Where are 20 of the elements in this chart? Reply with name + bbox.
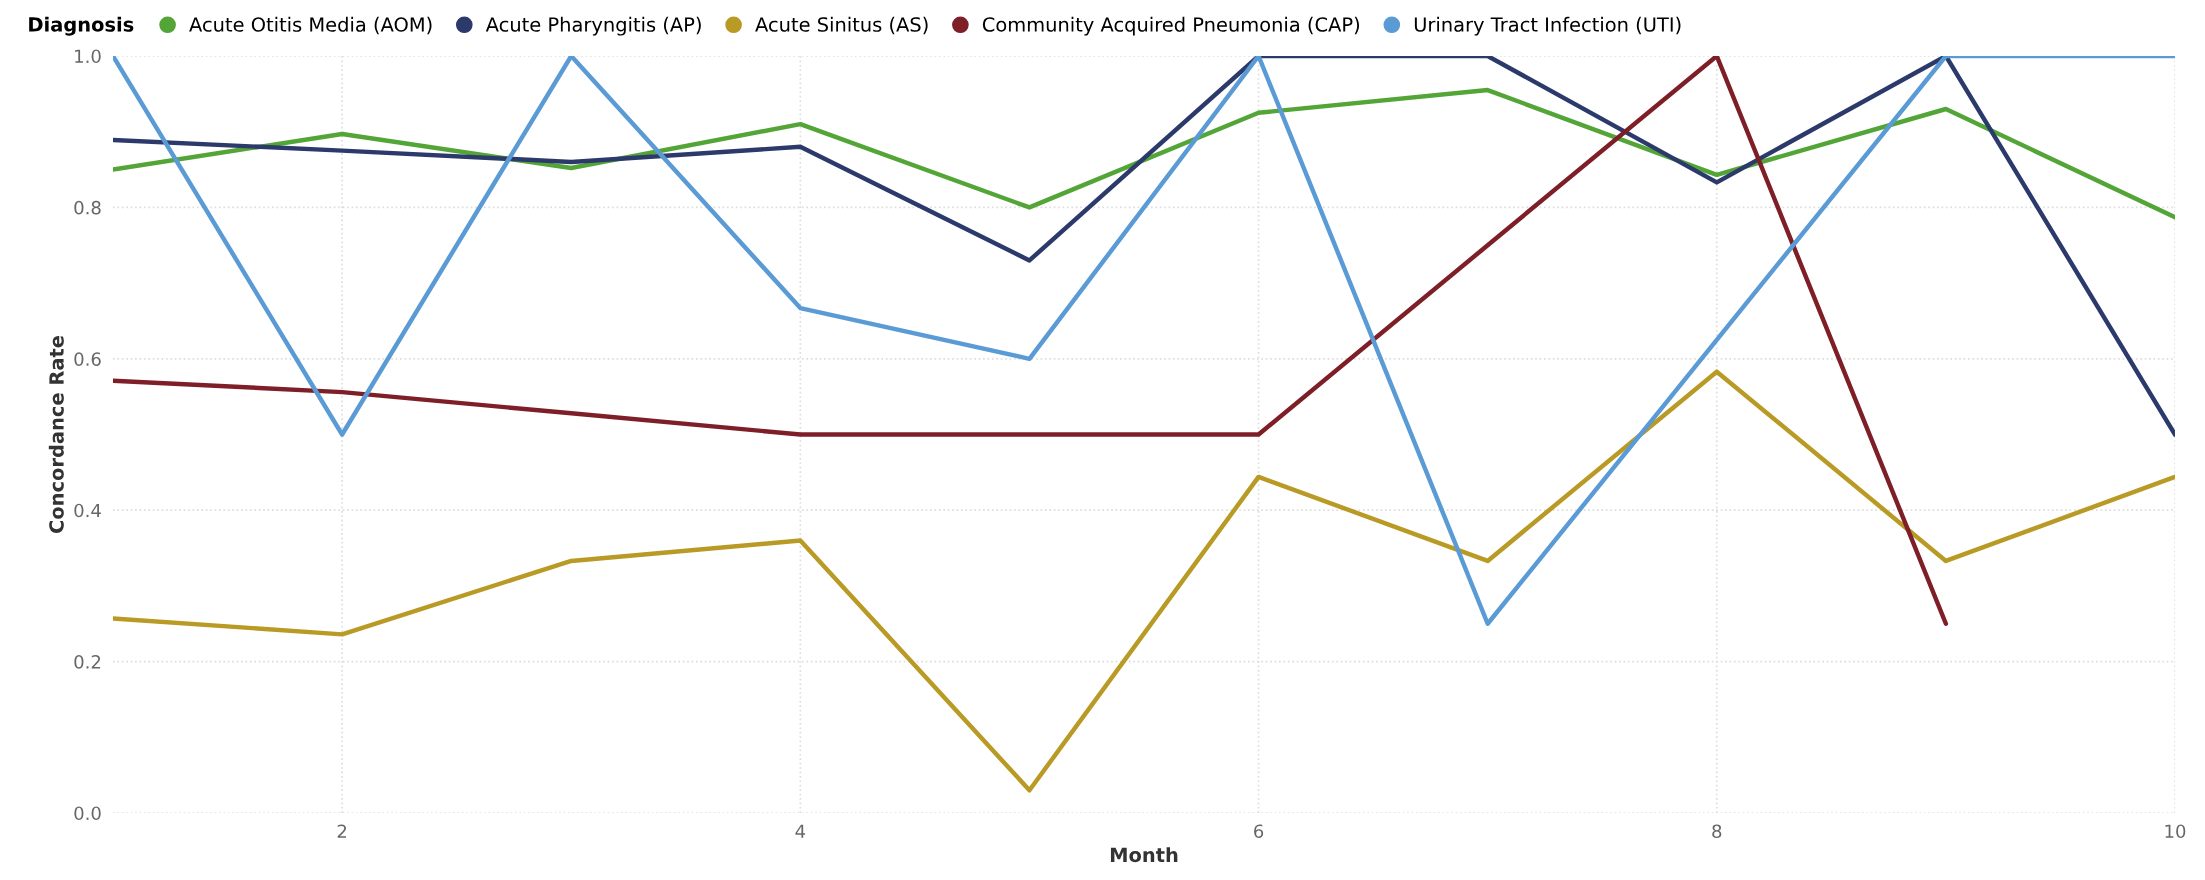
line-series	[113, 369, 2175, 793]
legend-label: Acute Pharyngitis (AP)	[485, 16, 701, 36]
y-axis-title: Concordance Rate	[48, 336, 64, 533]
legend-label: Urinary Tract Infection (UTI)	[1414, 16, 1681, 36]
x-tick-label: 8	[1712, 824, 1722, 839]
y-tick-label: 1.0	[75, 49, 101, 64]
y-tick-label: 0.8	[74, 200, 101, 215]
x-tick-label: 10	[2165, 824, 2186, 839]
x-axis-title: Month	[1110, 847, 1178, 863]
legend-label: Acute Sinitus (AS)	[755, 16, 928, 35]
y-tick-label: 0.6	[74, 352, 101, 366]
legend-label: Acute Otitis Media (AOM)	[189, 16, 432, 35]
y-tick-label: 0.0	[74, 806, 101, 821]
y-tick-label: 0.2	[74, 655, 101, 669]
y-tick-label: 0.4	[74, 503, 101, 518]
x-tick-label: 6	[1254, 824, 1264, 839]
x-tick-label: 4	[795, 824, 806, 838]
x-tick-label: 2	[337, 824, 347, 838]
legend-label: Community Acquired Pneumonia (CAP)	[982, 16, 1360, 36]
legend-title: Diagnosis	[29, 16, 134, 36]
